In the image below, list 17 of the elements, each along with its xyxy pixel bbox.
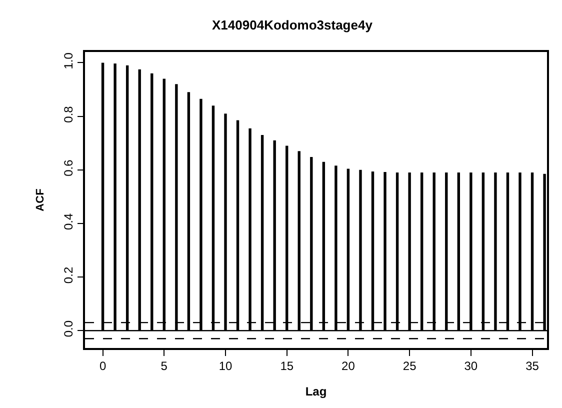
y-tick-label: 0.4 — [61, 212, 76, 230]
y-tick-label: 1.0 — [61, 52, 76, 70]
x-tick-label: 30 — [464, 359, 478, 374]
y-tick-label: 0.2 — [61, 266, 76, 284]
x-axis-title: Lag — [305, 384, 327, 399]
chart-title: X140904Kodomo3stage4y — [212, 18, 374, 32]
y-tick-label: 0.0 — [61, 320, 76, 338]
y-tick-label: 0.6 — [61, 159, 76, 176]
x-tick-label: 0 — [99, 359, 106, 374]
y-axis-title: ACF — [34, 188, 47, 212]
x-tick-label: 35 — [526, 359, 540, 374]
x-tick-label: 20 — [342, 359, 356, 374]
x-tick-label: 15 — [280, 359, 294, 374]
x-tick-label: 10 — [218, 359, 232, 374]
x-tick-label: 25 — [402, 359, 417, 374]
x-tick-label: 5 — [160, 359, 168, 374]
y-tick-label: 0.8 — [61, 106, 76, 123]
